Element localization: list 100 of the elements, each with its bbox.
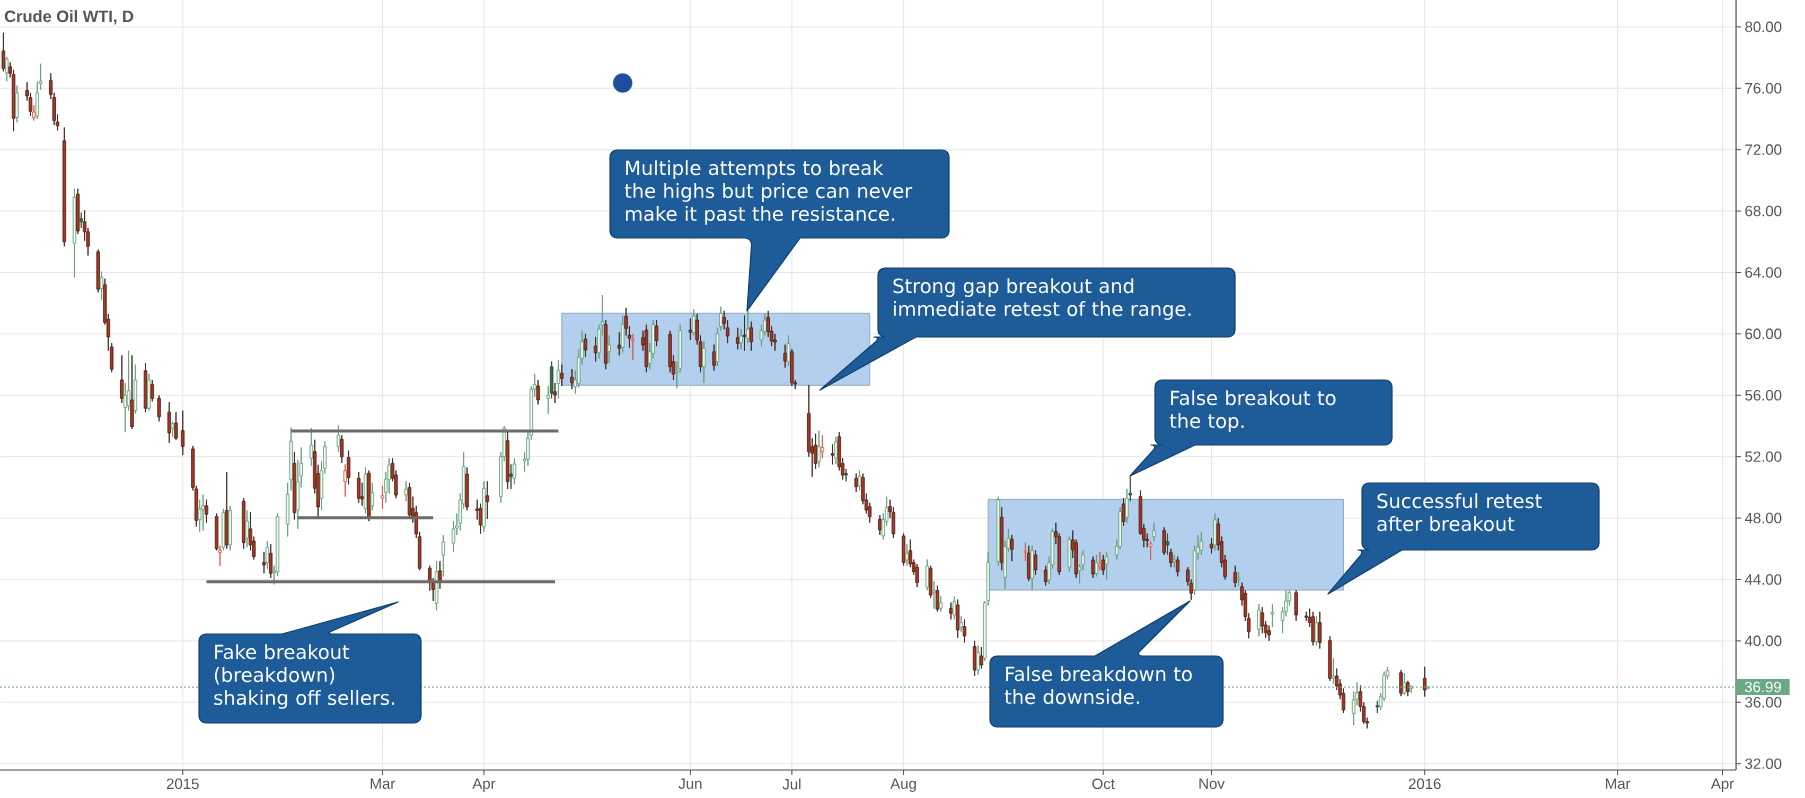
x-tick-label: 2016 bbox=[1408, 778, 1441, 790]
y-tick-label: 72.00 bbox=[1745, 144, 1782, 155]
x-tick-label: 2015 bbox=[166, 778, 199, 790]
candlestick bbox=[688, 318, 693, 341]
candlestick bbox=[1318, 611, 1322, 649]
candlestick bbox=[245, 510, 249, 548]
candlestick bbox=[1169, 548, 1173, 568]
candlestick bbox=[309, 427, 314, 467]
candlestick bbox=[783, 344, 787, 369]
candlestick bbox=[955, 599, 960, 639]
candlestick bbox=[201, 494, 205, 532]
candlestick bbox=[1152, 522, 1156, 542]
x-tick-label: Jul bbox=[782, 778, 801, 790]
candlestick bbox=[549, 361, 554, 399]
candlestick bbox=[72, 188, 77, 278]
candlestick bbox=[654, 319, 659, 347]
candlestick bbox=[607, 335, 611, 364]
candlestick bbox=[130, 354, 134, 430]
candlestick bbox=[170, 420, 175, 438]
x-tick-label: Mar bbox=[370, 778, 396, 789]
candlestick bbox=[996, 496, 1001, 567]
candlestick bbox=[512, 457, 517, 485]
candlestick bbox=[1175, 556, 1180, 577]
candlestick bbox=[560, 364, 564, 387]
candlestick bbox=[1199, 531, 1204, 556]
candlestick bbox=[96, 249, 100, 293]
candlestick bbox=[404, 480, 408, 502]
candlestick bbox=[979, 646, 984, 669]
candlestick bbox=[644, 324, 649, 373]
candlestick bbox=[262, 551, 266, 574]
candlestick bbox=[817, 430, 821, 468]
candlestick bbox=[356, 471, 361, 504]
candlestick bbox=[228, 505, 232, 551]
candlestick bbox=[167, 401, 171, 444]
candlestick bbox=[241, 497, 246, 550]
candlestick bbox=[739, 328, 743, 350]
candlestick bbox=[79, 212, 83, 229]
candlestick bbox=[719, 306, 723, 332]
candlestick bbox=[604, 319, 608, 370]
candlestick bbox=[901, 533, 906, 567]
x-tick-label: Nov bbox=[1199, 778, 1225, 789]
candlestick bbox=[854, 473, 858, 493]
y-tick-label: 80.00 bbox=[1745, 21, 1782, 33]
candlestick bbox=[465, 467, 469, 511]
candlestick bbox=[1328, 635, 1332, 682]
candlestick bbox=[1209, 537, 1214, 554]
candlestick bbox=[485, 480, 490, 520]
candlestick bbox=[834, 436, 838, 465]
x-tick-label: Jun bbox=[678, 778, 702, 789]
annotation: Strong gap breakout and immediate retest of the range. bbox=[893, 278, 1191, 320]
annotation: Multiple attempts to break the highs but price can never make it past the resistance. bbox=[624, 160, 913, 225]
candlestick bbox=[1033, 549, 1038, 576]
candlestick bbox=[928, 565, 933, 599]
x-tick-label: Apr bbox=[472, 778, 496, 792]
candlestick bbox=[482, 480, 486, 533]
candlestick bbox=[878, 514, 882, 536]
candlestick bbox=[1236, 571, 1241, 587]
candlestick bbox=[99, 271, 104, 301]
annotation: False breakout to the top. bbox=[1169, 390, 1336, 432]
candlestick bbox=[285, 482, 290, 537]
candlestick bbox=[1043, 565, 1048, 587]
y-tick-label: 52.00 bbox=[1745, 451, 1782, 462]
candlestick bbox=[857, 470, 862, 491]
candlestick bbox=[1311, 611, 1315, 646]
candlestick bbox=[746, 310, 750, 344]
candlestick bbox=[204, 499, 209, 524]
candlestick bbox=[363, 467, 368, 514]
candlestick bbox=[1314, 615, 1319, 646]
y-tick-label: 60.00 bbox=[1745, 328, 1782, 340]
candlestick bbox=[583, 333, 588, 358]
candlestick bbox=[620, 315, 625, 353]
candlestick bbox=[1260, 606, 1265, 634]
candlestick bbox=[749, 321, 754, 352]
candlestick bbox=[949, 602, 953, 620]
candlestick bbox=[505, 430, 510, 490]
candlestick bbox=[972, 640, 977, 677]
candlestick bbox=[715, 327, 720, 367]
candlestick bbox=[844, 468, 848, 482]
candlestick bbox=[1, 32, 6, 72]
candlestick bbox=[1023, 542, 1028, 562]
candlestick bbox=[1213, 513, 1217, 551]
candlestick bbox=[631, 333, 635, 361]
candlestick bbox=[150, 379, 155, 402]
candlestick bbox=[1125, 488, 1129, 524]
candlestick bbox=[370, 482, 375, 511]
candlestick bbox=[197, 499, 202, 533]
candlestick bbox=[959, 615, 963, 633]
x-tick-label: Aug bbox=[890, 778, 916, 792]
candlestick bbox=[830, 444, 835, 465]
candlestick bbox=[289, 427, 293, 491]
y-tick-label: 48.00 bbox=[1744, 512, 1782, 524]
candlestick bbox=[935, 585, 940, 613]
x-tick-label: Apr bbox=[1710, 778, 1734, 792]
candlestick bbox=[133, 364, 138, 415]
x-tick-label: Oct bbox=[1092, 778, 1115, 790]
candlestick bbox=[925, 559, 930, 591]
candlestick bbox=[702, 341, 706, 384]
candlestick bbox=[1267, 625, 1271, 642]
candlestick bbox=[1104, 551, 1109, 580]
candlestick bbox=[1257, 603, 1261, 637]
